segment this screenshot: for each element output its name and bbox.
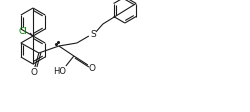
Text: Cl: Cl <box>18 27 28 36</box>
Text: O: O <box>88 64 96 73</box>
Text: S: S <box>90 30 96 39</box>
Text: O: O <box>30 68 38 77</box>
Text: HO: HO <box>54 67 66 76</box>
